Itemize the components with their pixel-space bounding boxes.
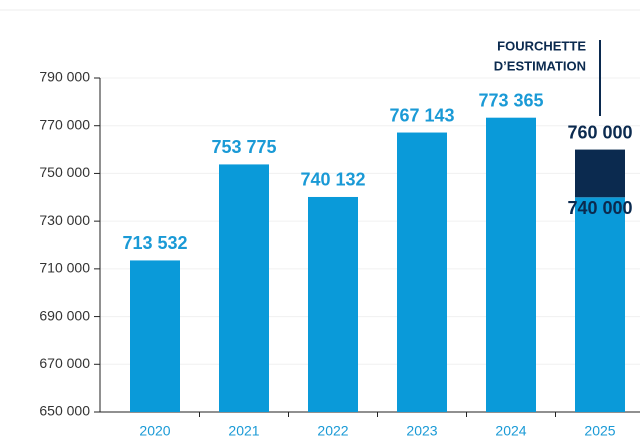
value-label: 713 532 (122, 233, 187, 253)
bar (130, 260, 180, 412)
y-tick-label: 690 000 (39, 307, 90, 323)
bar (486, 117, 536, 413)
x-tick-label: 2021 (228, 423, 259, 439)
estimate-range (575, 149, 625, 198)
y-tick-label: 710 000 (39, 260, 90, 276)
y-tick-label: 650 000 (39, 403, 90, 419)
annotation: D’ESTIMATION (494, 58, 586, 73)
value-label: 740 000 (567, 198, 632, 218)
bar (397, 132, 447, 412)
value-label: 773 365 (478, 90, 543, 110)
value-label: 767 143 (389, 105, 454, 125)
bar (219, 164, 269, 412)
x-tick-label: 2024 (495, 423, 526, 439)
y-tick-label: 750 000 (39, 164, 90, 180)
y-tick-label: 670 000 (39, 355, 90, 371)
y-tick-label: 790 000 (39, 69, 90, 85)
y-tick-label: 770 000 (39, 116, 90, 132)
x-tick-label: 2020 (139, 423, 170, 439)
x-tick-label: 2022 (317, 423, 348, 439)
bar (308, 196, 358, 412)
value-label: 740 132 (300, 170, 365, 190)
y-tick-label: 730 000 (39, 212, 90, 228)
estimate-high-label: 760 000 (567, 122, 632, 142)
x-tick-label: 2023 (406, 423, 437, 439)
x-tick-label: 2025 (584, 423, 615, 439)
annotation: FOURCHETTE (497, 38, 586, 53)
value-label: 753 775 (211, 137, 276, 157)
bar (575, 197, 625, 412)
